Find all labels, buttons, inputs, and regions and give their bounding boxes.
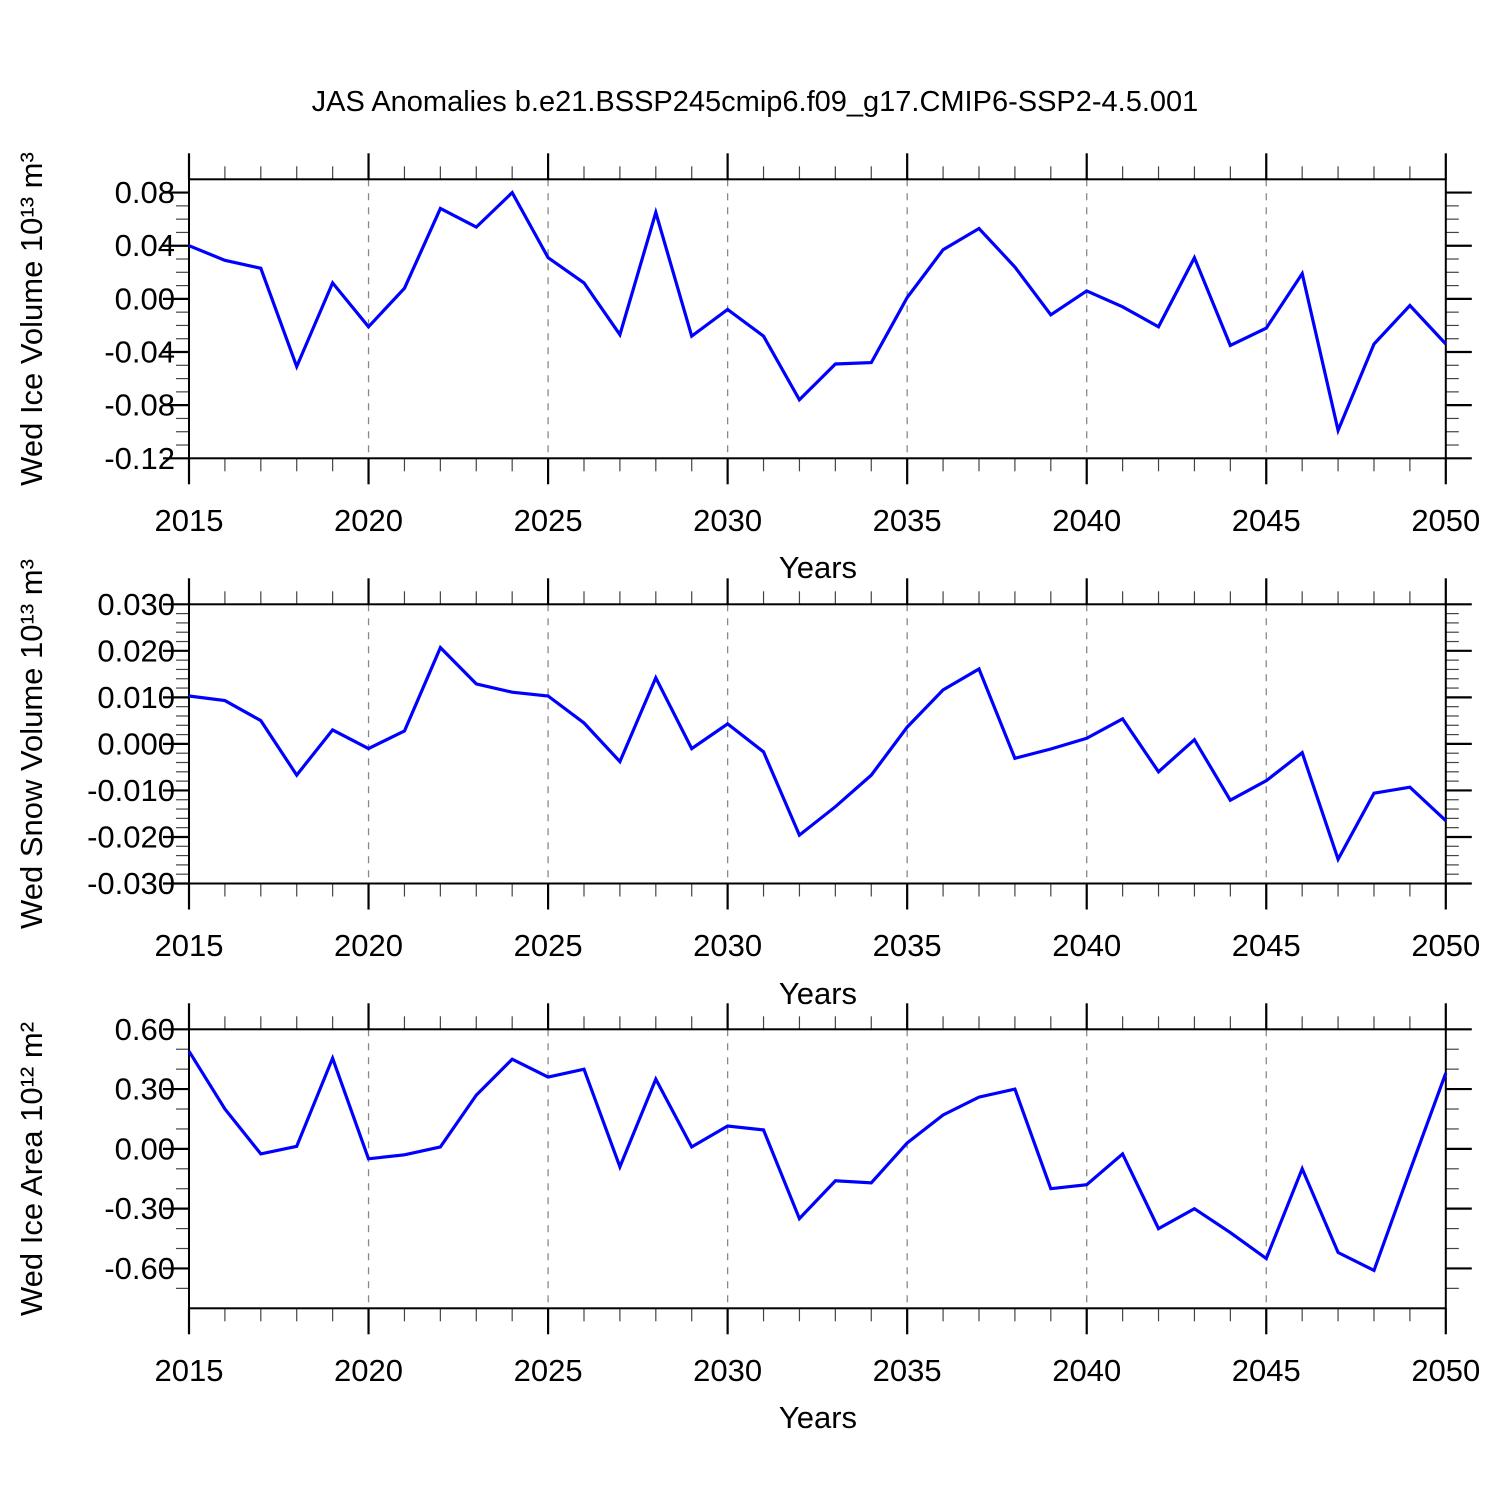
x-tick-label: 2015: [155, 928, 224, 963]
y-tick-label: -0.08: [104, 388, 175, 423]
y-tick-label: 0.30: [115, 1072, 175, 1107]
y-tick-label: -0.030: [87, 866, 175, 901]
panel1-x-axis-label: Years: [778, 550, 858, 585]
x-tick-label: 2040: [1052, 928, 1121, 963]
y-tick-label: -0.04: [104, 335, 175, 370]
chart-title: JAS Anomalies b.e21.BSSP245cmip6.f09_g17…: [311, 86, 1199, 118]
y-tick-label: 0.020: [97, 633, 175, 668]
x-tick-label: 2050: [1411, 503, 1480, 538]
x-tick-label: 2015: [155, 503, 224, 538]
x-tick-label: 2045: [1232, 928, 1301, 963]
x-tick-label: 2030: [693, 928, 762, 963]
y-tick-label: -0.30: [104, 1191, 175, 1226]
data-line-series: [188, 644, 1447, 864]
y-tick-label: 0.60: [115, 1012, 175, 1047]
x-tick-label: 2050: [1411, 928, 1480, 963]
y-tick-label: 0.04: [115, 228, 175, 263]
y-tick-label: 0.00: [115, 1131, 175, 1166]
y-tick-label: -0.60: [104, 1251, 175, 1286]
x-tick-label: 2020: [334, 1353, 403, 1388]
x-tick-label: 2040: [1052, 1353, 1121, 1388]
x-tick-label: 2020: [334, 928, 403, 963]
x-tick-label: 2035: [873, 928, 942, 963]
x-tick-label: 2030: [693, 1353, 762, 1388]
x-tick-label: 2015: [155, 1353, 224, 1388]
x-tick-label: 2030: [693, 503, 762, 538]
y-tick-label: -0.010: [87, 773, 175, 808]
y-tick-label: 0.00: [115, 281, 175, 316]
x-tick-label: 2045: [1232, 503, 1301, 538]
panel3-x-axis-label: Years: [778, 1400, 858, 1435]
y-tick-label: 0.08: [115, 175, 175, 210]
x-tick-label: 2025: [514, 928, 583, 963]
x-tick-label: 2020: [334, 503, 403, 538]
x-tick-label: 2025: [514, 1353, 583, 1388]
data-line-series: [188, 190, 1447, 436]
y-tick-label: 0.010: [97, 680, 175, 715]
plot-frame: [188, 603, 1447, 885]
y-tick-label: -0.020: [87, 819, 175, 854]
y-tick-label: 0.030: [97, 587, 175, 622]
panel2-x-axis-label: Years: [778, 976, 858, 1011]
x-tick-label: 2040: [1052, 503, 1121, 538]
x-tick-label: 2035: [873, 503, 942, 538]
y-tick-label: -0.12: [104, 441, 175, 476]
x-tick-label: 2025: [514, 503, 583, 538]
x-tick-label: 2035: [873, 1353, 942, 1388]
data-line-series: [187, 1050, 1448, 1273]
plot-frame: [188, 1028, 1447, 1310]
plot-frame: [188, 178, 1447, 460]
y-tick-label: 0.000: [97, 726, 175, 761]
x-tick-label: 2045: [1232, 1353, 1301, 1388]
x-tick-label: 2050: [1411, 1353, 1480, 1388]
